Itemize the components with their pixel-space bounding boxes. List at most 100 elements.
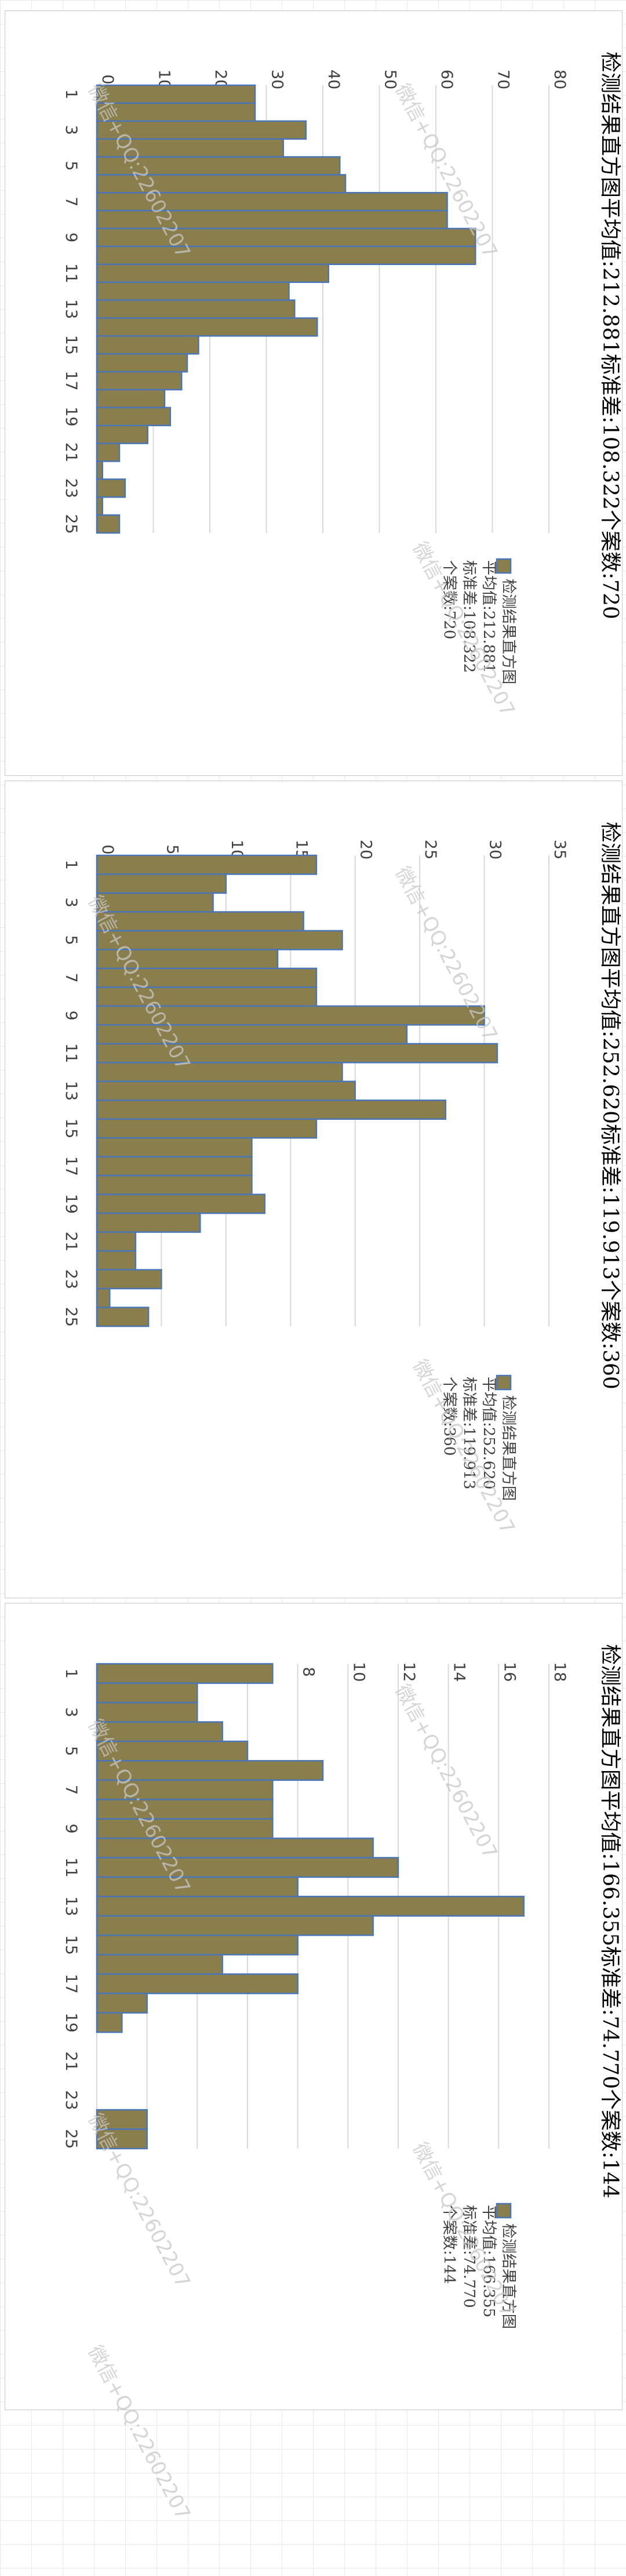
histogram-bar[interactable] [96, 1005, 485, 1026]
value-tick-label: 18 [551, 1662, 569, 1682]
histogram-bar[interactable] [96, 353, 188, 373]
histogram-bar[interactable] [96, 371, 183, 391]
category-tick-label: 25 [62, 514, 80, 534]
histogram-bar[interactable] [96, 1156, 253, 1177]
histogram-bar[interactable] [96, 1231, 137, 1252]
histogram-bar[interactable] [96, 1099, 446, 1120]
histogram-bar[interactable] [96, 1818, 274, 1840]
histogram-bar[interactable] [96, 496, 103, 516]
histogram-bar[interactable] [96, 442, 121, 462]
legend-stat-line: 标准差:74.770 [460, 2205, 478, 2308]
histogram-bar[interactable] [96, 949, 279, 970]
value-tick-label: 50 [381, 70, 399, 89]
histogram-bar[interactable] [96, 2109, 148, 2130]
histogram-bar[interactable] [96, 317, 318, 337]
category-tick-label: 9 [62, 1824, 80, 1834]
histogram-bar[interactable] [96, 174, 347, 194]
category-tick-label: 11 [62, 263, 80, 283]
histogram-bar[interactable] [96, 1080, 356, 1101]
histogram-bar[interactable] [96, 514, 121, 534]
category-tick-label: 19 [62, 1194, 80, 1214]
histogram-bar[interactable] [96, 2128, 148, 2150]
histogram-bar[interactable] [96, 1779, 274, 1801]
histogram-bar[interactable] [96, 478, 126, 498]
histogram-bar[interactable] [96, 1043, 498, 1064]
histogram-bar[interactable] [96, 1174, 253, 1195]
histogram-bar[interactable] [96, 192, 448, 212]
histogram-bar[interactable] [96, 1212, 201, 1233]
category-tick-label: 17 [62, 1974, 80, 1994]
value-tick-label: 0 [99, 844, 117, 854]
histogram-bar[interactable] [96, 1024, 408, 1045]
histogram-bar[interactable] [96, 1269, 162, 1290]
histogram-bar[interactable] [96, 1307, 150, 1327]
histogram-bar[interactable] [96, 102, 256, 122]
category-tick-label: 3 [62, 1707, 80, 1717]
histogram-bar[interactable] [96, 1137, 253, 1158]
histogram-bar[interactable] [96, 1915, 374, 1936]
histogram-bar[interactable] [96, 227, 476, 248]
histogram-bar[interactable] [96, 138, 284, 158]
histogram-bar[interactable] [96, 156, 341, 176]
legend-stat-line: 标准差:108.322 [460, 560, 478, 673]
histogram-bar[interactable] [96, 425, 148, 444]
histogram-bar[interactable] [96, 263, 329, 283]
histogram-bar[interactable] [96, 1896, 525, 1917]
histogram-bar[interactable] [96, 1798, 274, 1820]
histogram-bar[interactable] [96, 1118, 318, 1139]
histogram-bar[interactable] [96, 1857, 399, 1878]
histogram-bar[interactable] [96, 209, 448, 230]
histogram-bar[interactable] [96, 986, 318, 1007]
legend-swatch [496, 558, 512, 574]
histogram-bar[interactable] [96, 1837, 374, 1859]
value-tick-label: 40 [325, 70, 343, 89]
histogram-bar[interactable] [96, 1973, 299, 1994]
histogram-bar[interactable] [96, 1721, 223, 1743]
histogram-bar[interactable] [96, 967, 318, 988]
histogram-bar[interactable] [96, 281, 290, 301]
histogram-bar[interactable] [96, 1062, 343, 1083]
histogram-bar[interactable] [96, 407, 171, 426]
histogram-bar[interactable] [96, 2012, 123, 2033]
histogram-bar[interactable] [96, 1287, 111, 1308]
histogram-bar[interactable] [96, 892, 214, 913]
category-tick-label: 19 [62, 407, 80, 426]
value-tick-label: 25 [421, 840, 439, 859]
histogram-bar[interactable] [96, 1740, 249, 1762]
histogram-bar[interactable] [96, 1954, 223, 1975]
histogram-bar[interactable] [96, 1663, 274, 1684]
histogram-bar[interactable] [96, 1759, 324, 1781]
histogram-bar[interactable] [96, 84, 256, 104]
histogram-bar[interactable] [96, 873, 227, 894]
category-tick-label: 23 [62, 2090, 80, 2110]
legend-series-name: 检测结果直方图 [500, 2223, 517, 2329]
histogram-bar[interactable] [96, 389, 166, 409]
histogram-bar[interactable] [96, 854, 318, 875]
histogram-bar[interactable] [96, 335, 199, 355]
histogram-bar[interactable] [96, 1250, 137, 1271]
histogram-bar[interactable] [96, 1701, 198, 1723]
histogram-chart-2[interactable]: 0 5 10 15 20 25 30 35 1 3 5 7 9 11 13 15 17 19 21 23 25 检测结果直… [5, 781, 623, 1598]
histogram-bar[interactable] [96, 930, 343, 950]
histogram-chart-1[interactable]: 0 10 20 30 40 50 60 70 80 1 3 5 7 9 11 13 15 17 19 21 23 25 检测… [5, 10, 623, 776]
histogram-bar[interactable] [96, 1934, 299, 1955]
histogram-bar[interactable] [96, 911, 304, 932]
histogram-bar[interactable] [96, 1193, 265, 1214]
category-tick-label: 25 [62, 2129, 80, 2149]
legend-series-name: 检测结果直方图 [500, 579, 517, 684]
value-tick-label: 8 [300, 1667, 318, 1677]
value-tick-label: 14 [450, 1662, 468, 1682]
histogram-bar[interactable] [96, 1682, 198, 1704]
histogram-bar[interactable] [96, 120, 307, 140]
histogram-bar[interactable] [96, 460, 103, 480]
histogram-bar[interactable] [96, 245, 476, 266]
category-tick-label: 3 [62, 125, 80, 135]
histogram-bar[interactable] [96, 299, 296, 319]
histogram-bar[interactable] [96, 1993, 148, 2014]
chart-svg-3: 024681012141618135791113151719212325检测结果… [62, 1644, 622, 2329]
category-tick-label: 17 [62, 371, 80, 390]
histogram-bar[interactable] [96, 1876, 299, 1897]
histogram-chart-3[interactable]: 024681012141618135791113151719212325检测结果… [5, 1603, 623, 2410]
category-tick-label: 7 [62, 973, 80, 983]
